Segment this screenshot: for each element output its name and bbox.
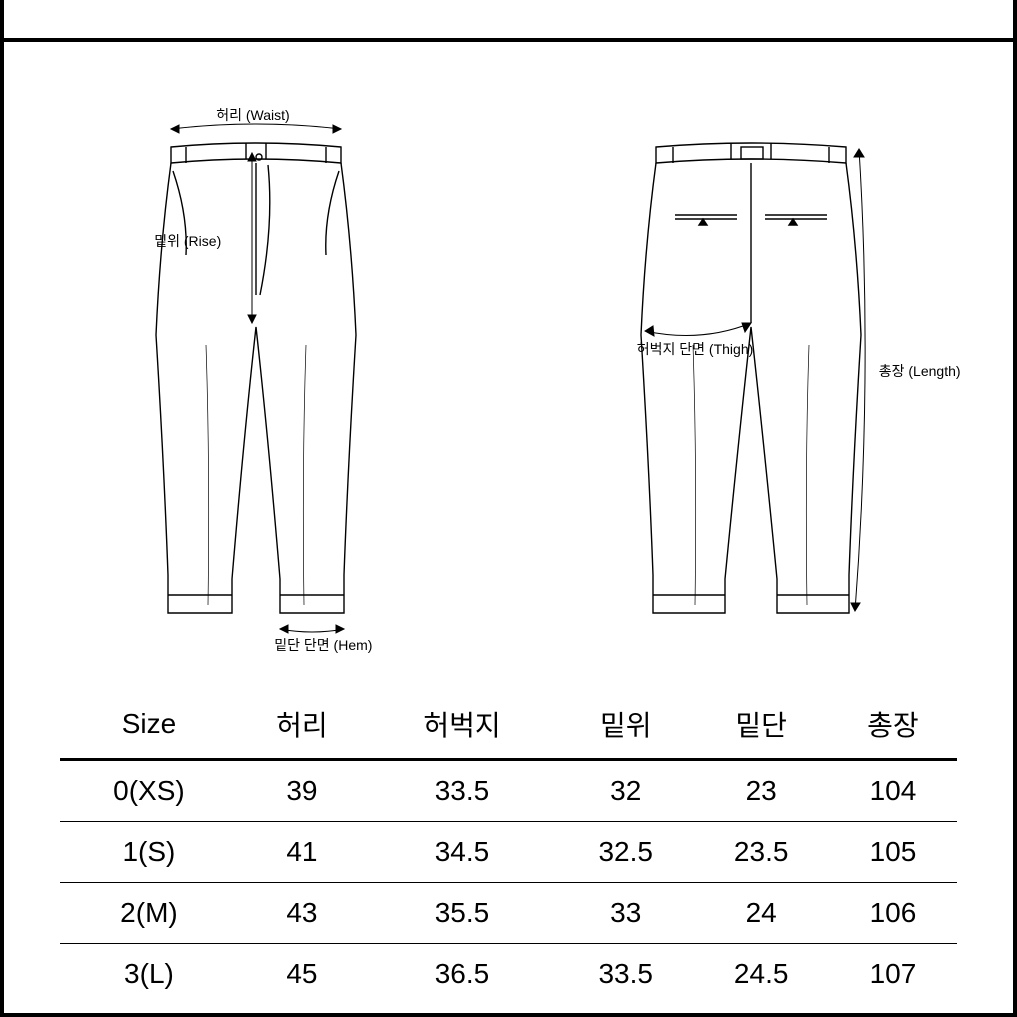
- thigh-label: 허벅지 단면 (Thigh): [637, 339, 754, 359]
- size-table-wrap: Size 허리 허벅지 밑위 밑단 총장 0(XS) 39 33.5 32 23…: [60, 690, 957, 1004]
- waist-label: 허리 (Waist): [216, 105, 289, 125]
- cell: 39: [238, 760, 366, 822]
- col-length: 총장: [829, 690, 957, 760]
- cell: 23: [693, 760, 828, 822]
- pants-back-diagram: 허벅지 단면 (Thigh) 총장 (Length): [541, 105, 981, 670]
- cell: 23.5: [693, 822, 828, 883]
- cell: 2(M): [60, 883, 238, 944]
- hem-label: 밑단 단면 (Hem): [274, 635, 372, 655]
- length-label: 총장 (Length): [879, 361, 961, 381]
- col-waist: 허리: [238, 690, 366, 760]
- table-row: 3(L) 45 36.5 33.5 24.5 107: [60, 944, 957, 1005]
- cell: 43: [238, 883, 366, 944]
- col-rise: 밑위: [558, 690, 693, 760]
- table-row: 0(XS) 39 33.5 32 23 104: [60, 760, 957, 822]
- col-hem: 밑단: [693, 690, 828, 760]
- cell: 24.5: [693, 944, 828, 1005]
- cell: 45: [238, 944, 366, 1005]
- cell: 41: [238, 822, 366, 883]
- cell: 106: [829, 883, 957, 944]
- table-header-row: Size 허리 허벅지 밑위 밑단 총장: [60, 690, 957, 760]
- cell: 32: [558, 760, 693, 822]
- size-table: Size 허리 허벅지 밑위 밑단 총장 0(XS) 39 33.5 32 23…: [60, 690, 957, 1004]
- cell: 104: [829, 760, 957, 822]
- cell: 0(XS): [60, 760, 238, 822]
- table-row: 1(S) 41 34.5 32.5 23.5 105: [60, 822, 957, 883]
- pants-back-svg: [541, 105, 981, 670]
- top-divider: [4, 38, 1013, 42]
- cell: 36.5: [366, 944, 558, 1005]
- cell: 3(L): [60, 944, 238, 1005]
- cell: 1(S): [60, 822, 238, 883]
- col-thigh: 허벅지: [366, 690, 558, 760]
- pants-front-diagram: 허리 (Waist) 밑위 (Rise) 밑단 단면 (Hem): [36, 105, 476, 670]
- cell: 35.5: [366, 883, 558, 944]
- cell: 107: [829, 944, 957, 1005]
- cell: 32.5: [558, 822, 693, 883]
- diagram-row: 허리 (Waist) 밑위 (Rise) 밑단 단면 (Hem): [4, 105, 1013, 670]
- cell: 33.5: [558, 944, 693, 1005]
- cell: 33.5: [366, 760, 558, 822]
- cell: 24: [693, 883, 828, 944]
- pants-front-svg: [36, 105, 476, 670]
- cell: 34.5: [366, 822, 558, 883]
- cell: 33: [558, 883, 693, 944]
- table-row: 2(M) 43 35.5 33 24 106: [60, 883, 957, 944]
- sizing-card: 허리 (Waist) 밑위 (Rise) 밑단 단면 (Hem): [0, 0, 1017, 1017]
- rise-label: 밑위 (Rise): [154, 231, 221, 251]
- col-size: Size: [60, 690, 238, 760]
- cell: 105: [829, 822, 957, 883]
